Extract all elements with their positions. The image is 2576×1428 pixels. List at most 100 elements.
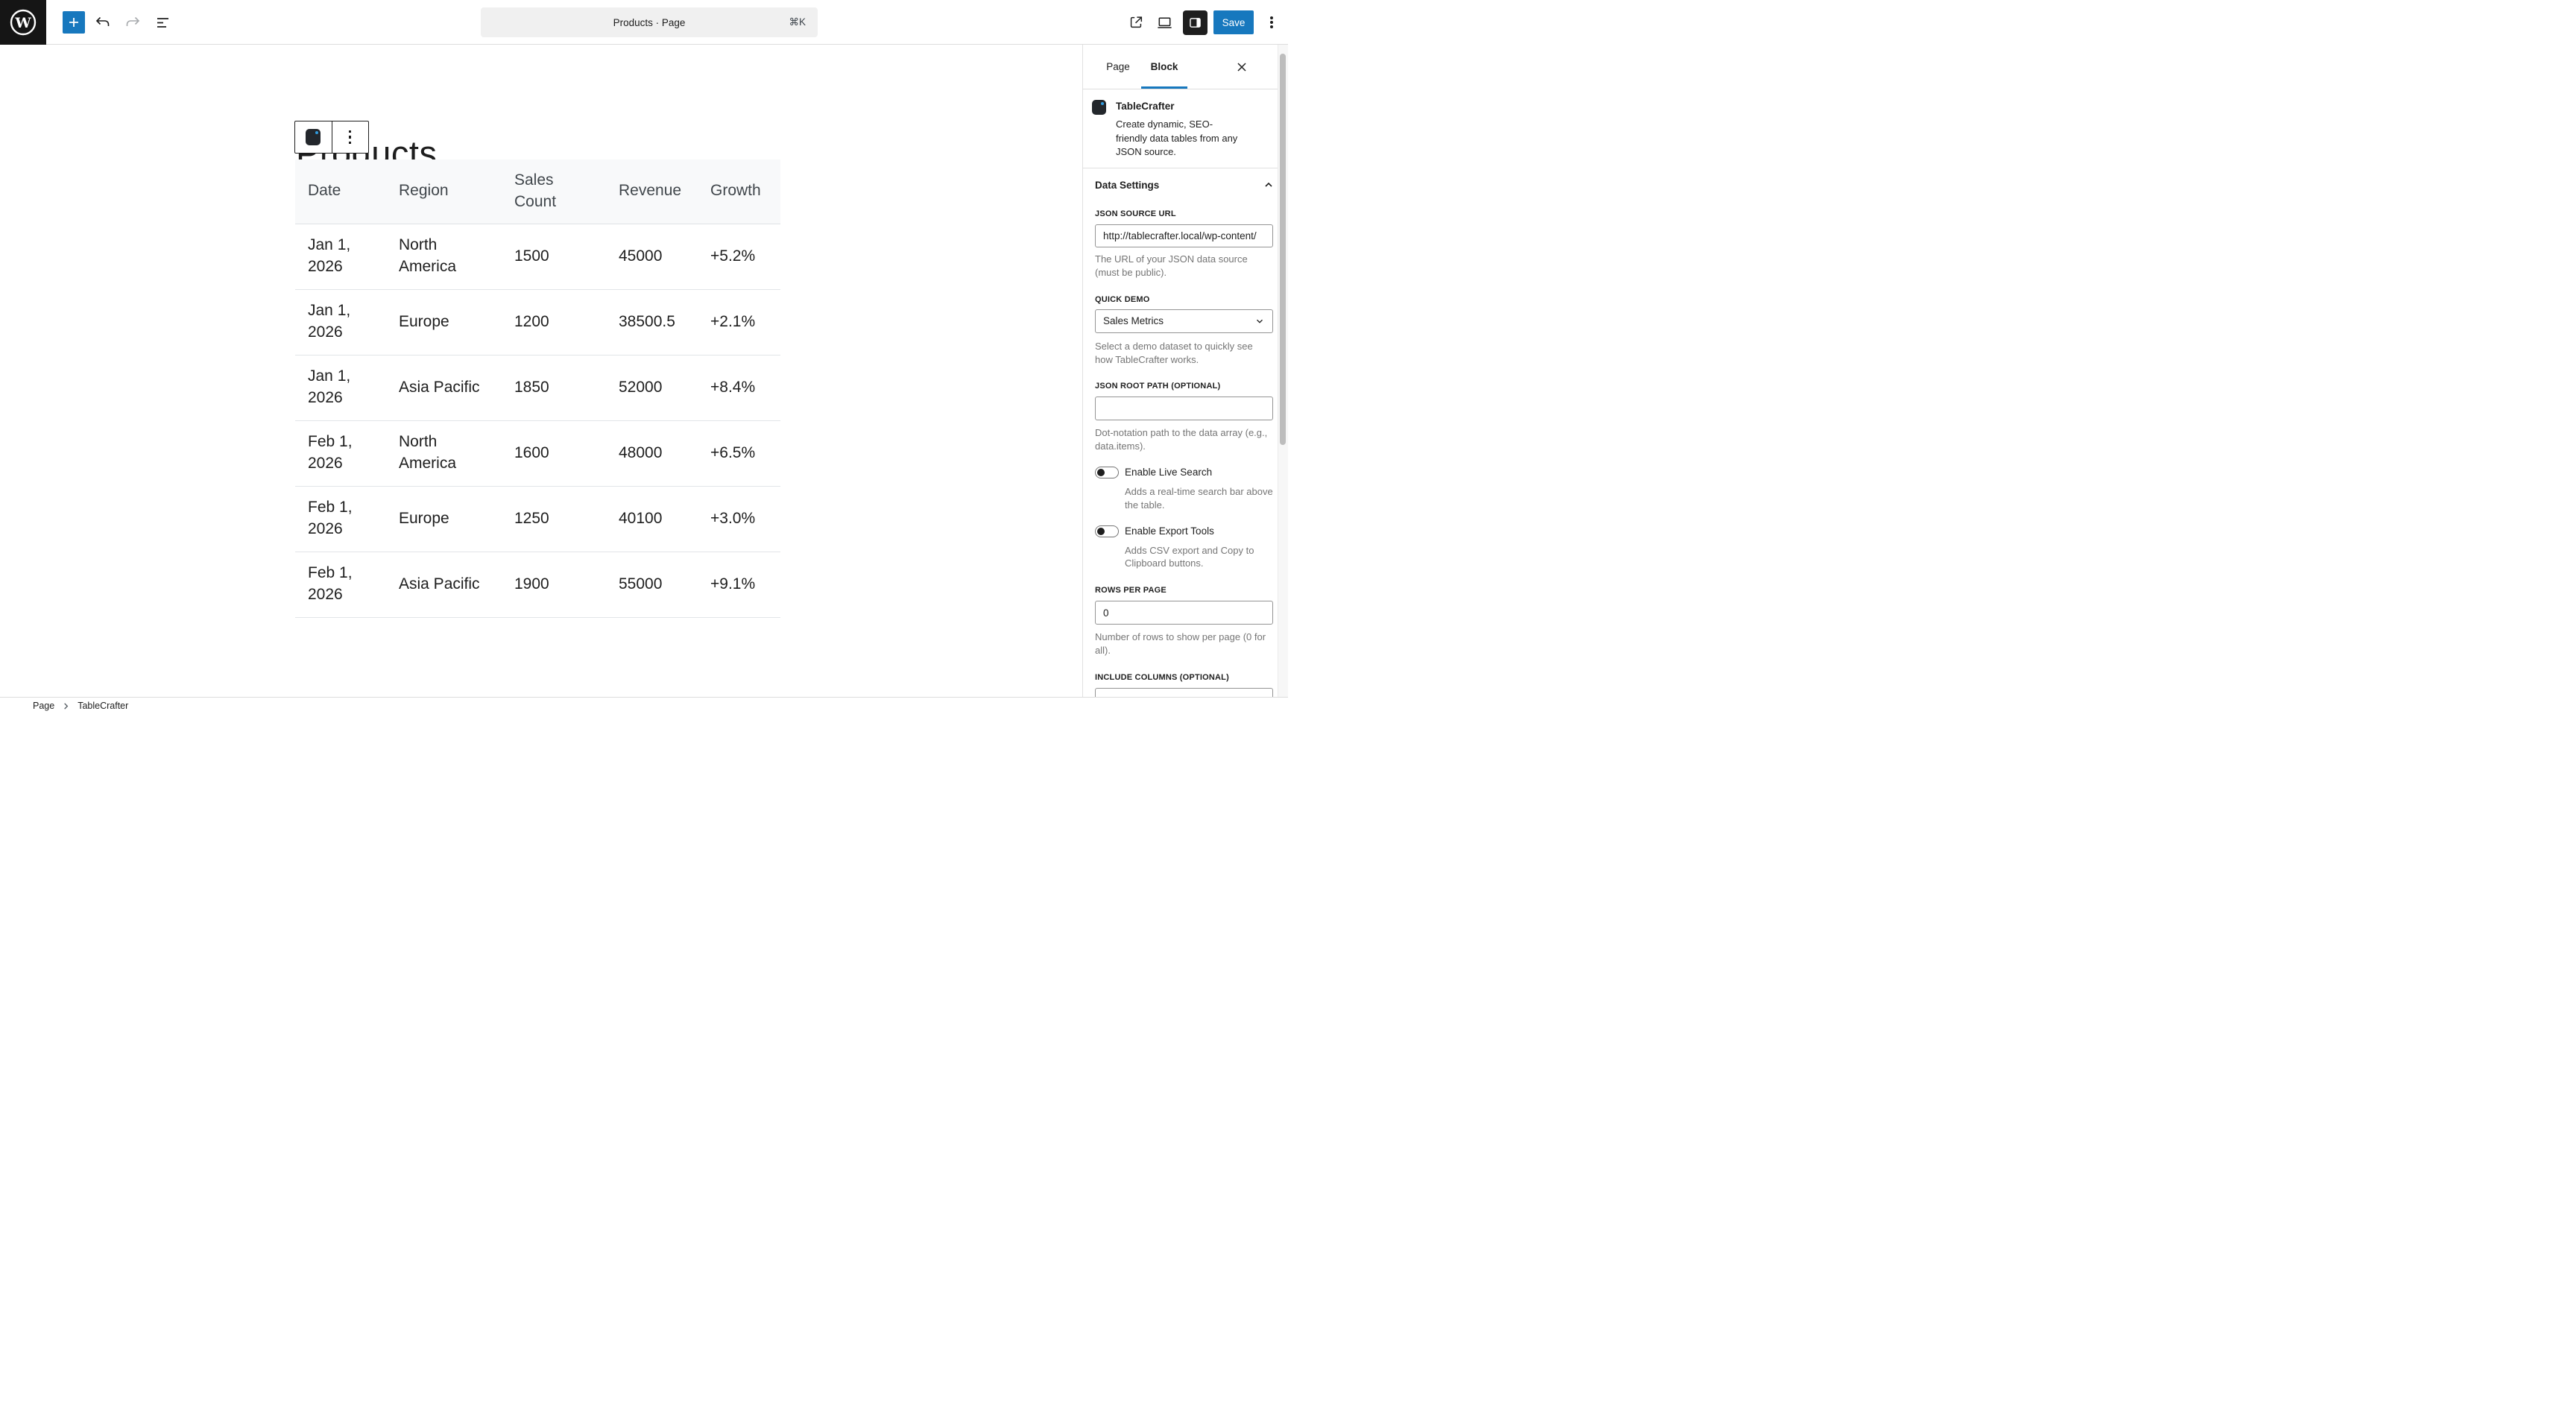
cell-region: North America <box>399 433 457 472</box>
kebab-vertical-icon <box>349 130 352 144</box>
include-columns-label: INCLUDE COLUMNS (OPTIONAL) <box>1095 673 1229 683</box>
toggle-off-icon <box>1095 525 1119 537</box>
editor-top-bar: W Products · Page ⌘K <box>0 0 1288 45</box>
table-row: Jan 1, 2026 North America 1500 45000 +5.… <box>295 224 780 289</box>
data-settings-fields: JSON SOURCE URL The URL of your JSON dat… <box>1083 209 1288 697</box>
rows-per-page-input[interactable] <box>1095 601 1273 625</box>
cell-growth: +6.5% <box>710 443 756 461</box>
block-type-button[interactable] <box>295 121 332 153</box>
json-source-url-help: The URL of your JSON data source (must b… <box>1095 253 1248 278</box>
include-columns-input[interactable] <box>1095 688 1273 697</box>
cell-date: Feb 1, 2026 <box>308 564 353 603</box>
wordpress-logo[interactable]: W <box>0 0 46 45</box>
document-title: Products · Page <box>613 16 686 28</box>
json-root-path-help: Dot-notation path to the data array (e.g… <box>1095 426 1268 452</box>
quick-demo-selected-value: Sales Metrics <box>1103 315 1164 327</box>
block-card-title: TableCrafter <box>1116 101 1175 112</box>
cell-revenue: 48000 <box>619 443 663 461</box>
column-header: Growth <box>710 182 761 200</box>
quick-demo-help: Select a demo dataset to quickly see how… <box>1095 340 1253 365</box>
tablecrafter-data-table[interactable]: Date Region Sales Count Revenue Growth J… <box>295 159 780 618</box>
view-page-button[interactable] <box>1127 13 1145 31</box>
table-header-row: Date Region Sales Count Revenue Growth <box>295 159 780 224</box>
breadcrumb-page[interactable]: Page <box>33 701 55 711</box>
settings-sidebar-toggle[interactable] <box>1183 10 1208 35</box>
table-row: Feb 1, 2026 Asia Pacific 1900 55000 +9.1… <box>295 552 780 617</box>
tab-block[interactable]: Block <box>1141 45 1187 89</box>
preview-button[interactable] <box>1155 13 1173 31</box>
save-button[interactable]: Save <box>1213 10 1254 34</box>
cell-growth: +8.4% <box>710 378 756 396</box>
panel-title: Data Settings <box>1095 179 1160 191</box>
cell-sales-count: 1850 <box>514 378 549 396</box>
settings-sidebar: Page Block TableCrafter Create dynamic, … <box>1082 45 1288 697</box>
undo-button[interactable] <box>94 13 112 31</box>
rows-per-page-help: Number of rows to show per page (0 for a… <box>1095 631 1266 657</box>
cell-sales-count: 1250 <box>514 509 549 527</box>
block-inserter-button[interactable] <box>63 11 85 34</box>
column-header: Region <box>399 182 449 200</box>
chevron-right-icon <box>62 702 70 710</box>
cell-region: North America <box>399 236 457 275</box>
command-shortcut: ⌘K <box>789 16 806 28</box>
close-sidebar-button[interactable] <box>1233 58 1251 76</box>
column-header: Sales Count <box>514 171 557 210</box>
cell-date: Jan 1, 2026 <box>308 236 351 275</box>
quick-demo-label: QUICK DEMO <box>1095 294 1150 304</box>
rows-per-page-label: ROWS PER PAGE <box>1095 586 1167 595</box>
json-root-path-input[interactable] <box>1095 396 1273 420</box>
breadcrumb-block[interactable]: TableCrafter <box>78 701 129 711</box>
block-options-button[interactable] <box>331 121 369 153</box>
undo-icon <box>95 16 110 26</box>
tab-page[interactable]: Page <box>1106 61 1130 72</box>
kebab-menu-icon <box>1270 16 1273 28</box>
quick-demo-select[interactable]: Sales Metrics <box>1095 309 1273 333</box>
document-overview-button[interactable] <box>154 13 171 31</box>
sidebar-scrollbar-track[interactable] <box>1278 45 1288 697</box>
cell-region: Europe <box>399 509 449 527</box>
block-toolbar <box>294 121 369 154</box>
cell-sales-count: 1500 <box>514 247 549 265</box>
cell-sales-count: 1900 <box>514 575 549 593</box>
tablecrafter-block-icon <box>306 129 321 145</box>
json-root-path-label: JSON ROOT PATH (OPTIONAL) <box>1095 381 1221 391</box>
command-center[interactable]: Products · Page ⌘K <box>481 7 818 37</box>
cell-revenue: 45000 <box>619 247 663 265</box>
data-settings-panel-header[interactable]: Data Settings <box>1083 168 1288 201</box>
cell-revenue: 40100 <box>619 509 663 527</box>
table-row: Jan 1, 2026 Asia Pacific 1850 52000 +8.4… <box>295 355 780 420</box>
cell-growth: +2.1% <box>710 312 756 330</box>
enable-live-search-label: Enable Live Search <box>1125 467 1213 478</box>
enable-live-search-help: Adds a real-time search bar above the ta… <box>1125 485 1273 511</box>
redo-button[interactable] <box>124 13 142 31</box>
close-icon <box>1237 63 1246 72</box>
block-card-description: Create dynamic, SEO-friendly data tables… <box>1116 119 1238 158</box>
options-menu-button[interactable] <box>1263 13 1281 31</box>
list-view-icon <box>157 18 168 28</box>
cell-region: Asia Pacific <box>399 575 480 593</box>
plus-icon <box>69 18 78 27</box>
enable-export-tools-help: Adds CSV export and Copy to Clipboard bu… <box>1125 544 1254 569</box>
block-card: TableCrafter Create dynamic, SEO-friendl… <box>1083 89 1288 168</box>
cell-growth: +9.1% <box>710 575 756 593</box>
chevron-up-icon <box>1265 182 1272 187</box>
enable-export-tools-toggle[interactable]: Enable Export Tools <box>1095 525 1273 537</box>
cell-region: Asia Pacific <box>399 378 480 396</box>
enable-export-tools-label: Enable Export Tools <box>1125 525 1214 537</box>
enable-live-search-toggle[interactable]: Enable Live Search <box>1095 466 1273 478</box>
sidebar-scrollbar-thumb[interactable] <box>1280 54 1286 445</box>
cell-date: Jan 1, 2026 <box>308 302 351 341</box>
cell-revenue: 55000 <box>619 575 663 593</box>
sidebar-tabs: Page Block <box>1083 45 1288 89</box>
breadcrumb-bar: Page TableCrafter <box>0 697 1288 714</box>
external-link-icon <box>1130 16 1143 28</box>
sidebar-panel-icon <box>1190 18 1201 28</box>
laptop-icon <box>1157 17 1172 28</box>
cell-region: Europe <box>399 312 449 330</box>
cell-date: Feb 1, 2026 <box>308 499 353 537</box>
cell-growth: +3.0% <box>710 509 756 527</box>
cell-growth: +5.2% <box>710 247 756 265</box>
table-row: Feb 1, 2026 Europe 1250 40100 +3.0% <box>295 486 780 552</box>
json-source-url-input[interactable] <box>1095 224 1273 247</box>
cell-revenue: 52000 <box>619 378 663 396</box>
